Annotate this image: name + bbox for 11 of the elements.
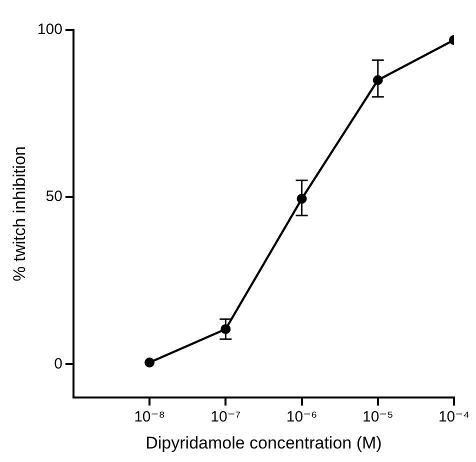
y-tick-label: 50 <box>46 188 62 206</box>
x-axis-title: Dipyridamole concentration (M) <box>146 433 382 452</box>
x-tick-label: 10⁻⁴ <box>438 408 470 426</box>
y-axis-title: % twitch inhibition <box>10 146 29 282</box>
y-tick-label: 0 <box>54 355 62 372</box>
point <box>144 358 155 368</box>
y-tick-label: 100 <box>37 21 62 38</box>
x-tick-label: 10⁻⁷ <box>210 408 241 426</box>
x-tick-label: 10⁻⁵ <box>362 408 394 426</box>
x-tick-label: 10⁻⁸ <box>134 408 166 426</box>
x-tick-label: 10⁻⁶ <box>286 408 318 426</box>
